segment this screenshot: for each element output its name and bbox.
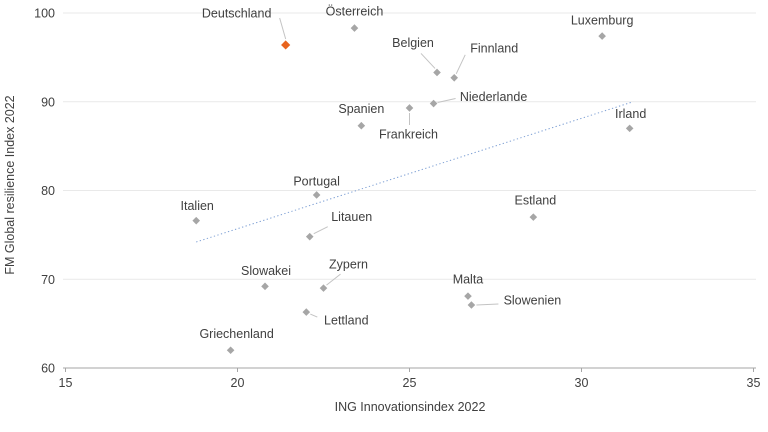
point-griechenland [226,346,235,355]
y-tick-label-80: 80 [41,184,55,198]
leader-slowenien [476,303,499,306]
point-frankreich [405,104,414,112]
x-tick-label-15: 15 [59,376,73,390]
leader-lettland [310,313,318,318]
point-irland [625,124,634,133]
x-tick-label-30: 30 [575,376,589,390]
y-axis-title: FM Global resilience Index 2022 [3,95,17,275]
y-tick-label-60: 60 [41,362,55,376]
point-niederlande [429,99,438,108]
x-tick-label-20: 20 [231,376,245,390]
point-luxemburg [598,32,606,40]
point-finnland [450,73,459,82]
point-portugal [312,191,321,199]
point-label-frankreich: Frankreich [379,127,438,141]
point-oesterreich [350,24,359,32]
point-lettland [302,308,311,316]
point-label-niederlande: Niederlande [460,90,527,104]
y-tick-label-90: 90 [41,95,55,109]
leader-zypern [326,273,341,286]
point-zypern [319,284,328,292]
leader-finnland [455,54,466,75]
point-label-belgien: Belgien [392,36,434,50]
y-tick-label-100: 100 [34,7,55,21]
x-axis-title: ING Innovationsindex 2022 [334,400,486,414]
point-deutschland [281,40,291,50]
point-italien [192,216,201,225]
y-tick-label-70: 70 [41,273,55,287]
point-label-portugal: Portugal [293,174,340,188]
leader-belgien [420,53,436,69]
trendline [196,101,634,243]
point-label-litauen: Litauen [331,210,372,224]
point-slowenien [467,301,476,309]
point-label-griechenland: Griechenland [199,327,273,341]
x-tick-label-35: 35 [747,376,761,390]
leader-litauen [313,226,328,235]
point-spanien [357,121,366,130]
point-label-lettland: Lettland [324,314,369,328]
point-belgien [433,68,441,77]
point-label-italien: Italien [181,199,214,213]
leader-niederlande [437,98,456,104]
point-estland [529,213,538,221]
point-label-luxemburg: Luxemburg [571,14,634,28]
leader-deutschland [279,17,287,40]
point-label-oesterreich: Österreich [326,5,384,19]
point-litauen [305,232,314,241]
point-label-slowakei: Slowakei [241,264,291,278]
point-label-spanien: Spanien [338,102,384,116]
point-label-finnland: Finnland [470,41,518,55]
point-label-slowenien: Slowenien [504,293,562,307]
point-slowakei [261,282,269,291]
point-label-deutschland: Deutschland [202,6,272,20]
x-tick-label-25: 25 [403,376,417,390]
point-label-estland: Estland [514,194,556,208]
point-label-irland: Irland [615,107,646,121]
point-malta [464,292,472,300]
point-label-zypern: Zypern [329,258,368,272]
point-label-malta: Malta [453,273,484,287]
